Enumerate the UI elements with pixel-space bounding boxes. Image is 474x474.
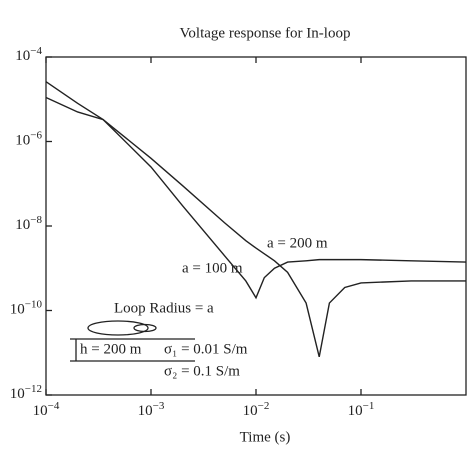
series-label: a = 200 m — [267, 235, 328, 251]
annotation: h = 200 m — [80, 341, 142, 357]
y-tick-label: 10−10 — [10, 298, 43, 318]
y-tick-label: 10−8 — [15, 214, 42, 234]
annotation: σ₁ = 0.01 S/m — [164, 341, 248, 357]
series-label: a = 100 m — [182, 260, 243, 276]
annotation: σ₂ = 0.1 S/m — [164, 363, 240, 379]
x-tick-label: 10−2 — [243, 400, 270, 420]
x-tick-label: 10−3 — [138, 400, 165, 420]
y-tick-label: 10−6 — [15, 129, 42, 149]
annotation: Loop Radius = a — [114, 300, 214, 316]
x-tick-label: 10−1 — [348, 400, 375, 420]
data-line — [45, 96, 467, 300]
y-tick-label: 10−12 — [10, 383, 42, 403]
x-axis-label: Time (s) — [240, 429, 291, 445]
data-line — [45, 81, 466, 358]
x-tick-label: 10−4 — [33, 400, 60, 420]
loop-inner — [133, 323, 157, 333]
y-tick-label: 10−4 — [15, 45, 42, 65]
chart-title: Voltage response for In-loop — [180, 25, 351, 41]
loop-outer — [87, 320, 149, 336]
